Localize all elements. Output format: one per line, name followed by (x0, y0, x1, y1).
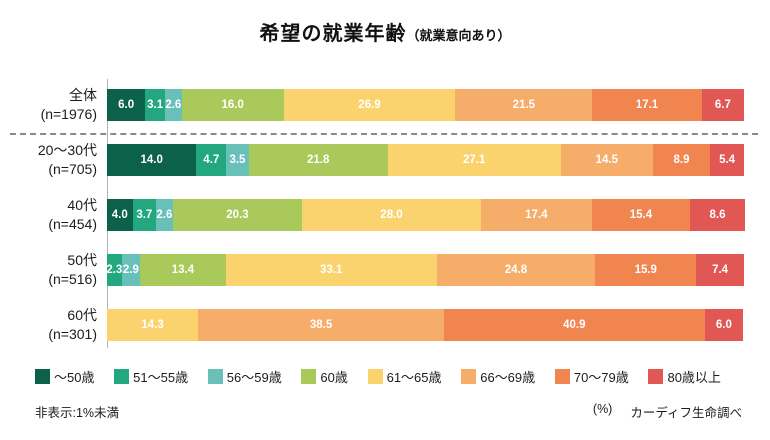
category-label: 全体 (n=1976) (40, 87, 97, 122)
bar-segment: 33.1 (225, 253, 437, 286)
bar-segment: 20.3 (172, 198, 303, 231)
bar-segment: 14.5 (560, 143, 654, 176)
legend-label: ～50歳 (54, 370, 95, 385)
bar-segment: 40.9 (443, 308, 705, 341)
bar-segment: 4.7 (196, 143, 227, 176)
source-note: (%) カーディフ生命調べ (593, 402, 742, 421)
bar-segment: 2.9 (121, 253, 141, 286)
category-label: 60代 (n=301) (48, 307, 97, 342)
bar-segment: 3.7 (132, 198, 157, 231)
bar-segment: 26.9 (283, 88, 456, 121)
legend-item: 66～69歳 (461, 367, 535, 386)
bar-segment: 8.6 (690, 198, 745, 231)
bar-segment: 13.4 (140, 253, 226, 286)
legend: ～50歳 51～55歳 56～59歳 60歳 61～65歳 66～69歳 70～79歳 80歳… (35, 367, 721, 386)
bar-segment: 2.6 (156, 198, 173, 231)
legend-item: 60歳 (301, 367, 348, 386)
bar-segment: 6.7 (701, 88, 745, 121)
bar-segment: 4.0 (107, 198, 133, 231)
bar-segment: 21.5 (455, 88, 593, 121)
bar-segment: 3.1 (145, 88, 166, 121)
legend-item: 61～65歳 (367, 367, 442, 386)
legend-swatch-icon (554, 369, 570, 384)
bar-segment: 5.4 (709, 143, 745, 176)
stacked-bar: 14.0 4.7 3.5 21.8 27.1 14.5 8.9 5.4 (107, 143, 745, 176)
bar-segment: 8.9 (653, 143, 710, 176)
bar-row: 60代 (n=301) 14.3 38.5 40.9 6.0 (0, 297, 745, 352)
unit-label: (%) (592, 402, 613, 416)
bar-row: 40代 (n=454) 4.0 3.7 2.6 20.3 28.0 17.4 15.4 8.6 (0, 187, 745, 242)
legend-swatch-icon (207, 369, 223, 384)
legend-item: 80歳以上 (648, 367, 721, 386)
legend-label: 70～79歳 (573, 370, 629, 385)
bar-segment: 14.0 (107, 143, 197, 176)
legend-swatch-icon (35, 369, 50, 384)
page-title: 希望の就業年齢（就業意向あり） (0, 17, 770, 46)
category-label: 40代 (n=454) (48, 197, 97, 232)
chart-title-main: 希望の就業年齢 (259, 23, 407, 45)
bar-segment: 28.0 (302, 198, 481, 231)
legend-label: 66～69歳 (480, 370, 536, 385)
legend-label: 60歳 (320, 370, 348, 385)
legend-item: 51～55歳 (114, 367, 188, 386)
bar-segment: 17.4 (480, 198, 592, 231)
stacked-bar: 14.3 38.5 40.9 6.0 (107, 308, 745, 341)
legend-label: 56～59歳 (226, 370, 282, 385)
legend-item: ～50歳 (35, 367, 94, 386)
bar-segment: 7.4 (696, 253, 744, 286)
bar-segment: 16.0 (181, 88, 284, 121)
stacked-bar: 2.3 2.9 13.4 33.1 24.8 15.9 7.4 (106, 253, 745, 286)
stacked-bar: 6.0 3.1 2.6 16.0 26.9 21.5 17.1 6.7 (107, 88, 745, 121)
bar-segment: 15.9 (595, 253, 697, 286)
legend-swatch-icon (367, 369, 383, 384)
bar-row: 全体 (n=1976) 6.0 3.1 2.6 16.0 26.9 21.5 17.1 6.7 (0, 77, 745, 132)
bar-segment: 15.4 (591, 198, 691, 231)
bar-segment: 38.5 (198, 308, 444, 341)
chart-title-sub: （就業意向あり） (406, 28, 511, 43)
bar-segment: 17.1 (592, 88, 702, 121)
bar-row: 50代 (n=516) 2.3 2.9 13.4 33.1 24.8 15.9 7.4 (0, 242, 745, 297)
legend-label: 51～55歳 (133, 370, 189, 385)
bar-segment: 24.8 (436, 253, 596, 286)
bar-segment: 2.6 (165, 88, 182, 121)
source-label: カーディフ生命調べ (630, 406, 742, 420)
legend-item: 56～59歳 (207, 367, 282, 386)
total-separator-dashed-line (10, 133, 758, 135)
category-label: 50代 (n=516) (48, 252, 97, 287)
stacked-bar: 4.0 3.7 2.6 20.3 28.0 17.4 15.4 8.6 (107, 198, 745, 231)
bar-segment: 27.1 (387, 143, 561, 176)
category-label: 20～30代 (n=705) (37, 142, 97, 177)
bar-segment: 14.3 (107, 308, 199, 341)
stacked-bar-rows: 全体 (n=1976) 6.0 3.1 2.6 16.0 26.9 21.5 17.1 6.7 20… (0, 77, 745, 352)
bar-segment: 21.8 (248, 143, 388, 176)
legend-swatch-icon (648, 369, 664, 384)
legend-swatch-icon (461, 369, 477, 384)
legend-item: 70～79歳 (554, 367, 629, 386)
bar-row: 20～30代 (n=705) 14.0 4.7 3.5 21.8 27.1 14.5 8.9 5.… (0, 132, 745, 187)
bar-segment: 2.3 (106, 253, 122, 286)
bar-segment: 6.0 (107, 88, 146, 121)
legend-swatch-icon (301, 369, 317, 384)
legend-label: 80歳以上 (667, 370, 721, 385)
bar-segment: 6.0 (704, 308, 744, 341)
legend-swatch-icon (114, 369, 130, 384)
footnote-hidden-values: 非表示:1%未満 (35, 406, 120, 420)
legend-label: 61～65歳 (386, 370, 442, 385)
bar-segment: 3.5 (226, 143, 249, 176)
